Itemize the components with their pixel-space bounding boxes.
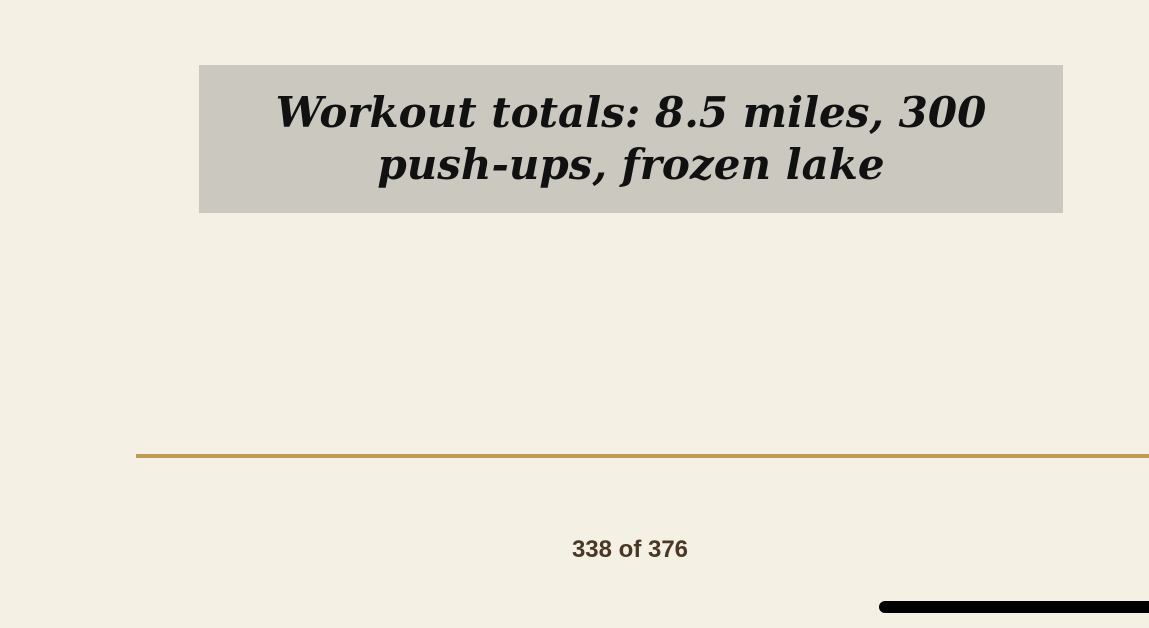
divider [136,454,1149,458]
caption-text: Workout totals: 8.5 miles, 300 push-ups,… [275,88,987,189]
page-indicator: 338 of 376 [571,536,689,563]
caption-box: Workout totals: 8.5 miles, 300 push-ups,… [199,65,1063,213]
home-indicator[interactable] [879,601,1149,613]
